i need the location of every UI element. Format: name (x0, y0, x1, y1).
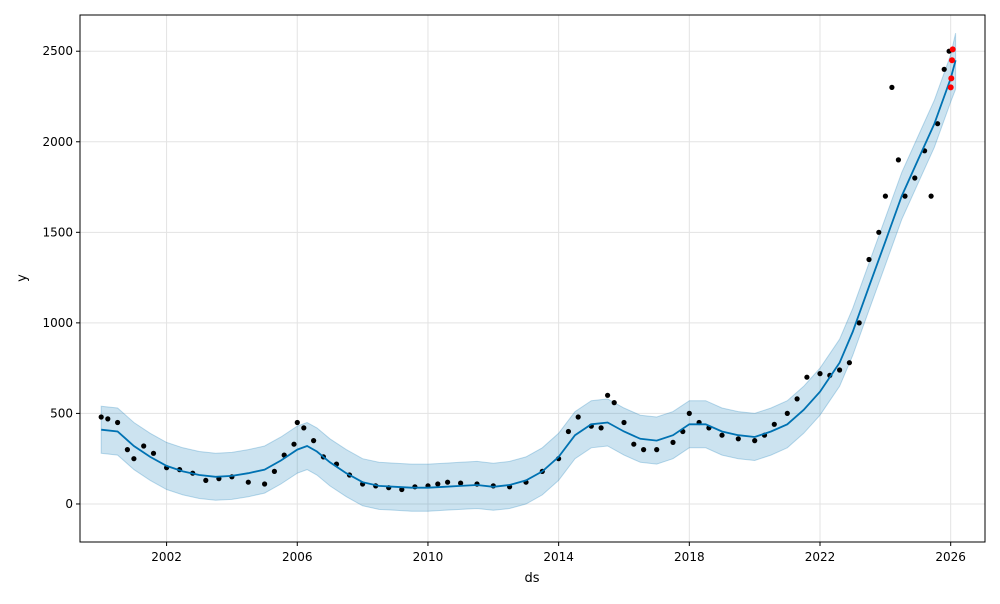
plot-frame (79, 14, 986, 543)
actual-point (928, 193, 934, 199)
actual-point (435, 481, 441, 487)
actual-point (105, 416, 111, 422)
actual-point (641, 447, 647, 453)
recent-point (948, 75, 955, 82)
uncertainty-interval (100, 32, 957, 512)
actual-point (203, 477, 209, 483)
actual-point (598, 425, 604, 431)
forecast-line (101, 60, 957, 489)
x-tick-label: 2006 (282, 550, 313, 564)
actual-point (124, 447, 130, 453)
x-tick-label: 2014 (543, 550, 574, 564)
actual-point (846, 360, 853, 366)
recent-point (949, 57, 955, 64)
y-tick-label: 1500 (42, 225, 73, 239)
y-tick-label: 500 (50, 406, 73, 420)
actual-point (271, 468, 277, 474)
uncertainty-band (100, 32, 957, 512)
actual-point (575, 414, 581, 420)
actual-point (670, 439, 676, 445)
actual-point (565, 428, 572, 435)
actual-point (294, 419, 300, 426)
actual-point (912, 175, 918, 181)
actual-point (804, 374, 810, 380)
x-axis-label: ds (524, 571, 539, 586)
actual-point (262, 481, 268, 487)
actual-point (654, 447, 660, 453)
actual-point (131, 456, 137, 462)
y-axis-label: y (15, 274, 30, 282)
actual-point (889, 84, 895, 90)
x-tick-label: 2002 (151, 550, 182, 564)
actual-point (150, 450, 157, 456)
actual-point (837, 367, 843, 373)
y-axis-ticks: 0 500 1000 1500 2000 2500 (42, 44, 80, 511)
actual-point (784, 410, 790, 416)
actual-point (771, 421, 777, 427)
actual-point (458, 480, 464, 486)
x-tick-label: 2010 (413, 550, 444, 564)
actual-point (631, 441, 637, 447)
actual-point (882, 193, 889, 199)
recent-point (947, 84, 954, 91)
y-tick-label: 2500 (42, 44, 73, 58)
actual-point (445, 479, 451, 485)
x-axis-ticks: 2002 2006 2010 2014 2018 2022 2026 (151, 542, 966, 564)
actual-point (301, 425, 307, 431)
actual-point (605, 392, 611, 398)
actual-point (817, 371, 823, 377)
actual-point (902, 193, 908, 199)
x-tick-label: 2022 (805, 550, 836, 564)
actual-point (399, 486, 405, 493)
actual-point (866, 256, 872, 263)
actual-point (621, 419, 627, 426)
actual-point (412, 484, 418, 490)
y-tick-label: 2000 (42, 135, 73, 149)
actual-point (311, 438, 317, 444)
recent-points (947, 46, 956, 91)
recent-point (949, 46, 956, 53)
actual-point (876, 229, 882, 235)
actual-point (856, 320, 862, 326)
forecast-series-line (101, 60, 957, 489)
actual-point (686, 410, 692, 416)
actual-point (115, 419, 121, 426)
actual-point (935, 121, 941, 127)
actual-point (141, 443, 147, 449)
actual-point (98, 414, 104, 420)
y-tick-label: 0 (65, 497, 73, 511)
x-tick-label: 2018 (674, 550, 705, 564)
actual-point (245, 479, 251, 485)
y-tick-label: 1000 (42, 316, 73, 330)
grid (80, 15, 985, 542)
actual-point (719, 432, 725, 438)
actual-point (735, 436, 741, 442)
actual-point (611, 400, 617, 406)
actual-point (752, 438, 758, 444)
actual-point (895, 157, 902, 163)
actual-point (941, 66, 947, 72)
x-tick-label: 2026 (935, 550, 966, 564)
actual-point (291, 441, 297, 447)
actual-point (794, 396, 800, 402)
